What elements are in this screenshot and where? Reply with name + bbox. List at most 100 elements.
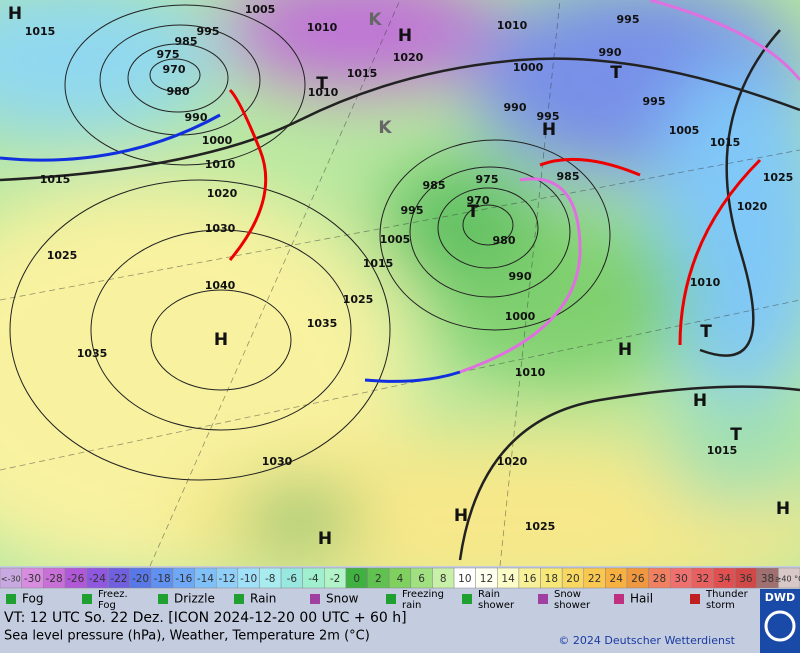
legend-label: Rain bbox=[478, 589, 500, 600]
isobar-label: 1005 bbox=[245, 3, 276, 16]
legend-label: shower bbox=[478, 600, 515, 611]
color-label: 24 bbox=[610, 573, 624, 585]
color-label: -20 bbox=[132, 573, 149, 585]
isobar-label: 1010 bbox=[497, 19, 528, 32]
color-label: -18 bbox=[154, 573, 171, 585]
isobar-label: 1025 bbox=[47, 249, 78, 262]
isobar-label: 980 bbox=[493, 234, 516, 247]
legend-label: Freezing bbox=[402, 589, 444, 600]
color-label: 22 bbox=[588, 573, 601, 585]
isobar-label: 1020 bbox=[393, 51, 424, 64]
legend-label: rain bbox=[402, 600, 421, 611]
isobar-label: 985 bbox=[175, 35, 198, 48]
color-label: -8 bbox=[265, 573, 275, 585]
isobar-label: 1000 bbox=[202, 134, 233, 147]
isobar-label: 990 bbox=[185, 111, 208, 124]
legend-icon bbox=[690, 594, 700, 604]
isobar-label: 990 bbox=[509, 270, 532, 283]
isobar-label: 995 bbox=[401, 204, 424, 217]
pressure-center: T bbox=[316, 74, 328, 94]
isobar-label: 995 bbox=[643, 95, 666, 108]
color-label: -24 bbox=[89, 573, 106, 585]
color-label: -12 bbox=[218, 573, 235, 585]
color-label: 0 bbox=[353, 573, 360, 585]
isobar-label: 1030 bbox=[262, 455, 293, 468]
legend-icon bbox=[614, 594, 624, 604]
isobar-label: 1015 bbox=[40, 173, 71, 186]
isobar-label: 985 bbox=[557, 170, 580, 183]
color-label: 28 bbox=[653, 573, 666, 585]
pressure-center: K bbox=[378, 118, 392, 138]
isobar-label: 990 bbox=[504, 101, 527, 114]
isobar-label: 1020 bbox=[497, 455, 528, 468]
color-label: -16 bbox=[175, 573, 192, 585]
legend-label: shower bbox=[554, 600, 591, 611]
pressure-center: H bbox=[542, 120, 556, 140]
legend-icon bbox=[158, 594, 168, 604]
copyright: © 2024 Deutscher Wetterdienst bbox=[558, 634, 735, 647]
isobar-label: 1010 bbox=[205, 158, 236, 171]
color-label: -6 bbox=[287, 573, 298, 585]
color-label: 8 bbox=[440, 573, 447, 585]
color-label: 36 bbox=[739, 573, 753, 585]
color-label: -28 bbox=[45, 573, 62, 585]
legend-label: Thunder bbox=[705, 589, 749, 600]
isobar-label: 1010 bbox=[308, 86, 339, 99]
pressure-center: K bbox=[368, 10, 382, 30]
color-label: 30 bbox=[674, 573, 687, 585]
pressure-center: T bbox=[730, 425, 742, 445]
color-label: 18 bbox=[545, 573, 558, 585]
pressure-center: H bbox=[454, 506, 468, 526]
isobar-label: 1025 bbox=[525, 520, 556, 533]
pressure-center: H bbox=[214, 330, 228, 350]
legend-icon bbox=[386, 594, 396, 604]
pressure-center: H bbox=[776, 499, 790, 519]
color-label: -30 bbox=[24, 573, 41, 585]
isobar-label: 1015 bbox=[710, 136, 741, 149]
color-label: 20 bbox=[566, 573, 579, 585]
isobar-label: 1040 bbox=[205, 279, 236, 292]
color-label: 26 bbox=[631, 573, 645, 585]
isobar-label: 1025 bbox=[763, 171, 794, 184]
isobar-label: 985 bbox=[423, 179, 446, 192]
isobar-label: 1035 bbox=[307, 317, 338, 330]
color-label: <-30 bbox=[1, 575, 21, 584]
isobar-label: 1015 bbox=[347, 67, 378, 80]
logo: DWD bbox=[765, 591, 795, 604]
isobar-label: 1000 bbox=[513, 61, 544, 74]
legend-icon bbox=[6, 594, 16, 604]
legend-label: storm bbox=[706, 600, 735, 611]
isobar-label: 1015 bbox=[707, 444, 738, 457]
legend-icon bbox=[234, 594, 244, 604]
legend-label: Fog bbox=[22, 592, 43, 606]
legend-icon bbox=[310, 594, 320, 604]
color-label: -4 bbox=[308, 573, 319, 585]
isobar-label: 1005 bbox=[669, 124, 700, 137]
pressure-center: H bbox=[8, 4, 22, 24]
pressure-center: T bbox=[610, 63, 622, 83]
color-label: 6 bbox=[418, 573, 425, 585]
isobar-label: 1010 bbox=[690, 276, 721, 289]
isobar-label: 995 bbox=[617, 13, 640, 26]
color-label: -14 bbox=[197, 573, 214, 585]
color-label: 4 bbox=[397, 573, 404, 585]
isobar-label: 1020 bbox=[737, 200, 768, 213]
color-label: -26 bbox=[67, 573, 84, 585]
valid-time: VT: 12 UTC So. 22 Dez. [ICON 2024-12-20 … bbox=[4, 610, 407, 626]
isobar-label: 1010 bbox=[307, 21, 338, 34]
pressure-center: H bbox=[618, 340, 632, 360]
legend-icon bbox=[82, 594, 92, 604]
legend-icon bbox=[538, 594, 548, 604]
color-label: 12 bbox=[480, 573, 493, 585]
color-label: -10 bbox=[240, 573, 257, 585]
pressure-center: H bbox=[398, 26, 412, 46]
logo-icon bbox=[764, 610, 796, 642]
isobar-label: 980 bbox=[167, 85, 190, 98]
color-label: 10 bbox=[458, 573, 471, 585]
legend-icon bbox=[462, 594, 472, 604]
isobar-label: 1015 bbox=[25, 25, 56, 38]
color-label: 2 bbox=[375, 573, 382, 585]
isobar-label: 1010 bbox=[515, 366, 546, 379]
